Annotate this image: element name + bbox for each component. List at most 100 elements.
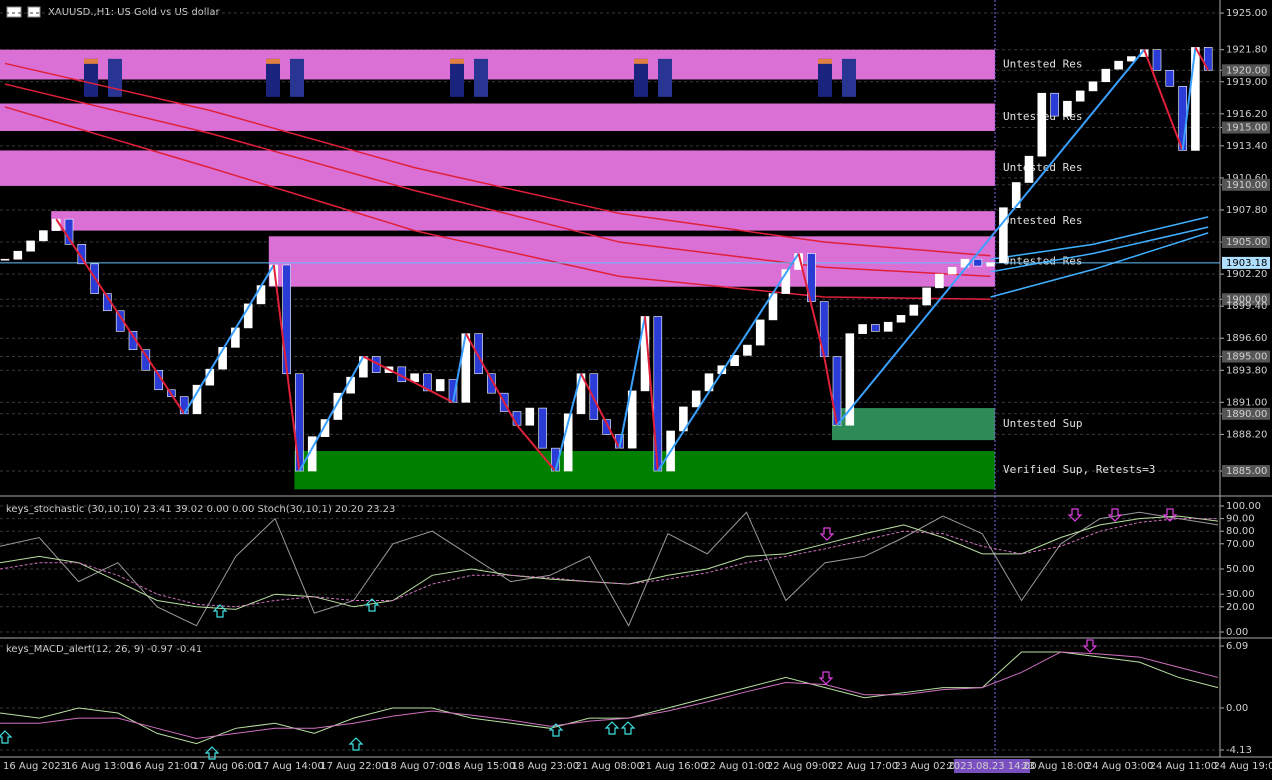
zone-label: Verified Sup, Retests=3 (1003, 463, 1155, 476)
y-tick-label: 20.00 (1226, 602, 1255, 613)
price-box (1222, 465, 1270, 478)
candle (487, 373, 496, 394)
y-tick-label: 1925.00 (1226, 8, 1267, 19)
zone-marker (450, 58, 464, 64)
buy-arrow (364, 598, 380, 612)
zone-marker (266, 58, 280, 97)
indicator-line (0, 651, 1219, 739)
buy-arrow (204, 746, 220, 760)
x-tick-label: 16 Aug 13:00 (65, 761, 132, 772)
sell-arrow (819, 527, 835, 541)
x-tick-label: 21 Aug 16:00 (639, 761, 706, 772)
zone (0, 103, 995, 131)
candle (1101, 68, 1111, 83)
candle (999, 207, 1008, 263)
zigzag-segment (516, 424, 557, 472)
zigzag-segment (618, 316, 646, 449)
candle (883, 321, 893, 332)
zigzag-segment (656, 252, 800, 472)
candle (435, 379, 445, 392)
candle (1075, 90, 1085, 102)
sell-arrow (1067, 508, 1083, 522)
zone (0, 150, 995, 186)
x-tick-label: 18 Aug 15:00 (448, 761, 515, 772)
candle (691, 390, 701, 408)
x-tick-label: 2023.08.23 14:00 (947, 761, 1036, 772)
candle (627, 390, 637, 449)
candle (1114, 60, 1123, 70)
x-tick-label: 18 Aug 07:00 (384, 761, 451, 772)
y-tick-label: 1921.80 (1226, 45, 1267, 56)
y-tick-label: 30.00 (1226, 589, 1255, 600)
y-tick-label: 6.09 (1226, 641, 1248, 652)
candle (64, 218, 74, 245)
y-tick-label: 0.00 (1226, 703, 1248, 714)
sell-arrow (1082, 639, 1098, 653)
x-tick-label: 16 Aug 21:00 (129, 761, 196, 772)
zigzag-segment (464, 333, 518, 426)
zigzag-segment (1143, 49, 1184, 151)
candle (1165, 70, 1175, 87)
zone-label: Untested Res (1003, 58, 1082, 71)
sell-arrow (818, 671, 834, 685)
pane-frames (0, 0, 1272, 758)
y-tick-label: 1899.40 (1226, 301, 1267, 312)
candle (871, 324, 880, 332)
candle (538, 407, 547, 449)
x-tick-label: 21 Aug 08:00 (575, 761, 642, 772)
y-tick-label: 1919.00 (1226, 77, 1267, 88)
x-tick-label: 24 Aug 03:00 (1086, 761, 1153, 772)
y-tick-label: 1910.60 (1226, 173, 1267, 184)
buy-arrow (604, 721, 620, 735)
x-tick-label: 24 Aug 19:00 (1213, 761, 1272, 772)
candle (282, 264, 291, 375)
candle (26, 240, 35, 252)
price-box (1222, 64, 1270, 77)
zone-marker (84, 58, 98, 64)
candle (333, 392, 343, 420)
candle (231, 327, 240, 348)
zone-label: Untested Res (1003, 255, 1082, 268)
y-tick-label: 1916.20 (1226, 109, 1267, 120)
y-tick-label: 100.00 (1226, 501, 1261, 512)
zone-marker (658, 58, 672, 97)
cursor-time-box (954, 759, 1030, 773)
candle (858, 324, 867, 334)
current-price-label: 1903.18 (1226, 258, 1267, 269)
buy-arrow (212, 604, 228, 618)
candle (743, 344, 752, 356)
candle (1024, 155, 1034, 183)
x-tick-label: 23 Aug 02:00 (894, 761, 961, 772)
candle (909, 304, 919, 316)
y-tick-label: 1910.00 (1226, 180, 1267, 191)
price-box (1222, 350, 1270, 363)
zigzag-segment (797, 253, 826, 357)
candle (0, 258, 10, 261)
zigzag-segment (272, 264, 301, 472)
y-tick-label: 1902.20 (1226, 269, 1267, 280)
zigzag-segment (55, 218, 186, 415)
candle (973, 258, 983, 267)
candle (1152, 49, 1162, 71)
symbol-title: XAUUSD.,H1: US Gold vs US dollar (48, 7, 220, 18)
candle (935, 273, 944, 289)
candle (845, 333, 855, 426)
x-tick-label: 22 Aug 17:00 (831, 761, 898, 772)
candle (947, 266, 957, 275)
zone-marker (450, 58, 464, 97)
x-tick-label: 17 Aug 14:00 (256, 761, 323, 772)
zigzag-segment (823, 356, 838, 426)
candle (1037, 92, 1047, 157)
candle (525, 407, 535, 426)
buy-arrow (620, 721, 636, 735)
current-price-box (1222, 256, 1270, 269)
candle (256, 285, 266, 305)
y-tick-label: -4.13 (1226, 745, 1252, 756)
moving-average (4, 83, 991, 278)
price-box (1222, 236, 1270, 249)
zone-label: Untested Res (1003, 161, 1082, 174)
candle (730, 355, 739, 367)
zone-label: Untested Sup (1003, 417, 1082, 430)
candle (755, 319, 765, 346)
x-tick-label: 23 Aug 18:00 (1022, 761, 1089, 772)
